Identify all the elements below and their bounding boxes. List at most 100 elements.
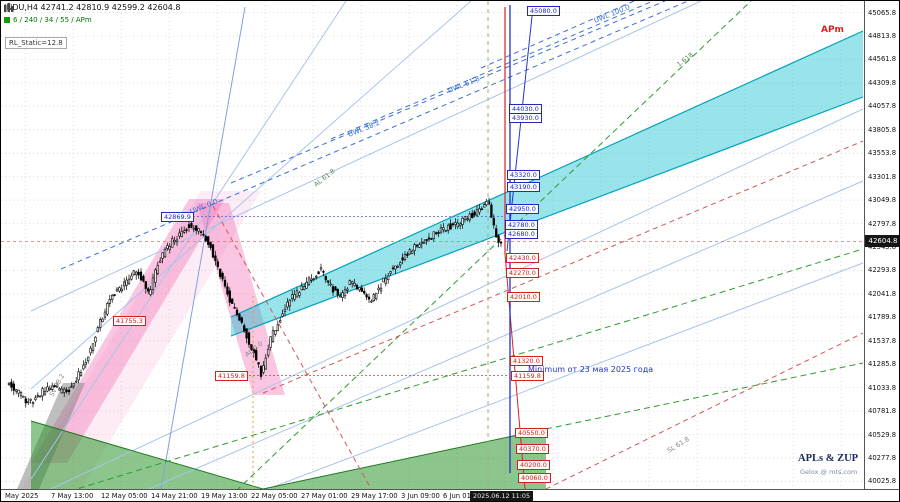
pink-decline-band[interactable] [197, 203, 285, 395]
price-axis-label: 43049.8 [868, 196, 897, 205]
upper-warning-line[interactable] [330, 1, 654, 140]
candle-body [190, 223, 193, 228]
candle-body [130, 275, 133, 280]
support-flag[interactable]: 42430.0 [506, 252, 539, 263]
support-flag[interactable]: 40060.0 [518, 473, 551, 484]
resistance-line-dashed[interactable] [262, 140, 864, 394]
channel-line[interactable] [25, 108, 864, 489]
apm-indicator-label: APm [821, 25, 844, 35]
chart-surface[interactable]: UWL 0.0 UWL 38.2 UWL 61.8 UWL 100.0 Sv 38.2 A… [1, 1, 864, 489]
upper-warning-line[interactable] [60, 1, 689, 270]
candle-body [447, 224, 450, 231]
candle-body [276, 324, 279, 332]
channel-line[interactable] [30, 1, 347, 480]
resistance-flag[interactable]: 43320.0 [507, 169, 540, 180]
candle-body [31, 401, 35, 404]
candle-body [353, 282, 356, 286]
candle-body [87, 356, 90, 362]
candle-body [329, 283, 332, 286]
support-flag[interactable]: 41159.8 [511, 370, 544, 381]
cyan-pitchfork-channel[interactable] [231, 31, 863, 336]
support-flag[interactable]: 41320.0 [510, 356, 543, 366]
candle-body [478, 208, 481, 213]
support-flag[interactable]: 42270.0 [506, 267, 539, 278]
support-line-dashed[interactable] [31, 248, 864, 489]
resistance-line-dashed[interactable] [545, 332, 864, 489]
price-axis-label: 42797.8 [868, 219, 897, 228]
candle-body [72, 382, 75, 387]
candle-body [46, 386, 49, 392]
time-axis-label: 3 Jun 09:00 [401, 492, 440, 500]
pink-halo-band[interactable] [21, 191, 261, 489]
candle-body [15, 389, 18, 392]
candle-body [63, 388, 66, 393]
pivot-flag[interactable]: 42869.9 [161, 211, 194, 222]
candle-body [243, 325, 246, 332]
candle-body [137, 271, 140, 276]
support-line-dashed[interactable] [236, 1, 752, 489]
candle-body [375, 292, 378, 300]
candle-body [75, 380, 78, 383]
time-axis[interactable]: 2025.06.12 11:05 May 2025 7 May 13:00 12 M… [1, 489, 899, 501]
channel-line[interactable] [121, 180, 864, 489]
pitchfork-channel-edge[interactable] [230, 30, 864, 318]
upper-warning-line[interactable] [230, 1, 666, 184]
pivot-flag[interactable]: 41159.8 [215, 370, 248, 381]
candle-body [399, 262, 402, 266]
resistance-line-dashed[interactable] [212, 205, 379, 489]
candle-body [360, 287, 363, 292]
support-flag[interactable]: 40370.0 [516, 444, 549, 455]
candle-body [226, 286, 229, 295]
support-flag[interactable]: 40550.0 [515, 427, 548, 438]
candle-body [334, 286, 337, 291]
candle-body [271, 330, 275, 343]
candle-body [58, 388, 61, 391]
support-line[interactable] [262, 428, 547, 489]
candle-body [367, 296, 371, 300]
price-axis-label: 43553.8 [868, 149, 897, 158]
support-line[interactable] [30, 420, 264, 489]
candle-body [55, 386, 59, 388]
candle-body [331, 286, 335, 293]
candle-body [281, 313, 284, 317]
candle-body [142, 275, 145, 282]
price-axis-label: 44813.8 [868, 31, 897, 40]
candle-body [199, 231, 203, 233]
candle-body [480, 208, 483, 211]
candle-body [492, 217, 495, 226]
symbol-title: INDU,H4 42741.2 42810.9 42599.2 42604.8 [4, 3, 181, 12]
support-line-dashed[interactable] [545, 362, 864, 430]
resistance-flag[interactable]: 45080.0 [527, 6, 560, 17]
channel-line[interactable] [30, 1, 472, 390]
candle-body [317, 271, 320, 275]
candle-body [348, 280, 351, 285]
channel-line[interactable] [30, 1, 702, 312]
pivot-flag[interactable]: 41755.3 [113, 315, 146, 326]
candle-body [295, 290, 299, 298]
candle-body [370, 300, 373, 303]
candle-body [41, 388, 44, 397]
support-flag[interactable]: 40200.0 [517, 460, 550, 471]
resistance-flag[interactable]: 42680.0 [505, 229, 538, 240]
candle-body [408, 249, 411, 255]
resistance-flag[interactable]: 43930.0 [509, 113, 542, 124]
candle-body [449, 223, 452, 230]
time-axis-label: 19 May 13:00 [201, 492, 248, 500]
candle-body [144, 281, 147, 289]
candle-body [420, 242, 423, 245]
support-flag[interactable]: 42010.0 [507, 291, 540, 302]
candle-body [111, 294, 114, 300]
trend-line[interactable] [160, 6, 246, 489]
resistance-flag[interactable]: 43190.0 [507, 182, 540, 193]
upper-warning-line[interactable] [480, 1, 635, 69]
candle-body [319, 267, 323, 270]
candle-body [39, 395, 42, 398]
channel-line[interactable] [236, 262, 864, 489]
resistance-flag[interactable]: 42950.0 [506, 204, 539, 215]
price-axis[interactable]: 42604.8 45065.8 44813.8 44561.8 44309.8 4405… [864, 1, 899, 489]
pitchfork-channel-edge[interactable] [230, 96, 864, 337]
candle-body [168, 246, 171, 250]
candle-body [27, 401, 30, 404]
